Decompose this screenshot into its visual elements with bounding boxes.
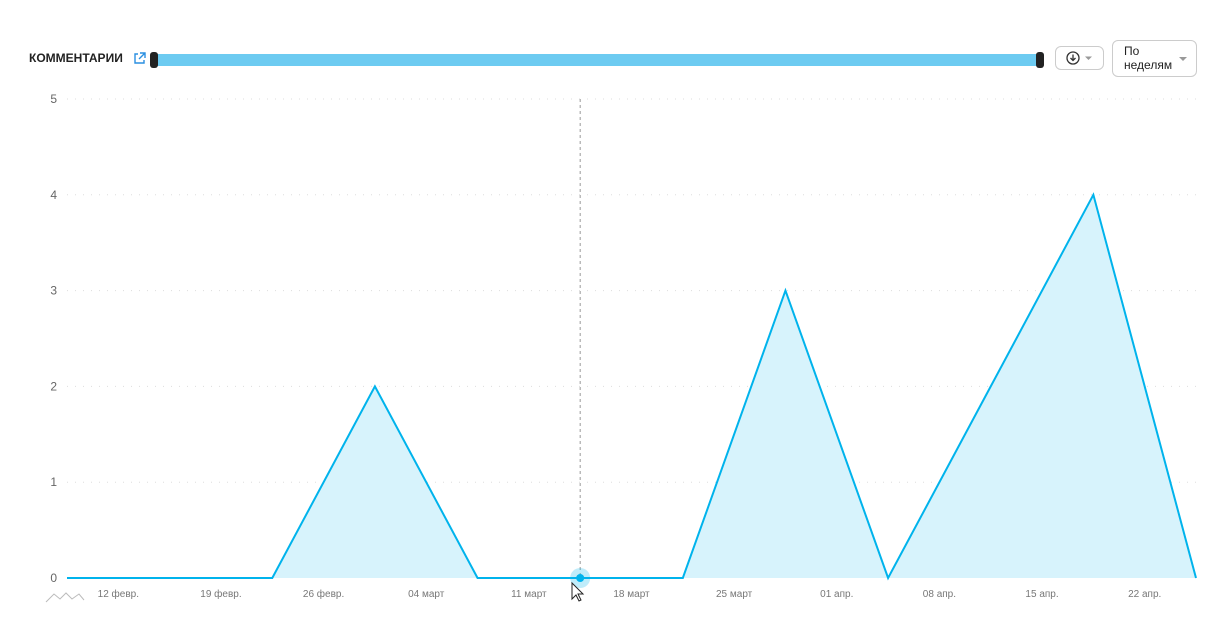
x-tick-label: 12 февр.	[98, 588, 139, 600]
x-tick-label: 18 март	[613, 589, 650, 600]
area-fill	[67, 194, 1196, 579]
y-tick-label: 5	[50, 92, 57, 106]
area-line	[67, 192, 1197, 581]
x-tick-label: 26 февр.	[303, 588, 344, 600]
external-link-icon[interactable]	[133, 52, 146, 65]
x-tick-label: 04 март	[408, 589, 445, 600]
range-slider[interactable]	[150, 52, 1044, 68]
period-dropdown[interactable]: По неделям	[1112, 40, 1197, 77]
x-tick-label: 15 апр.	[1025, 589, 1058, 600]
download-icon	[1066, 51, 1092, 65]
y-tick-label: 1	[50, 475, 57, 489]
widget-title: КОММЕНТАРИИ	[29, 51, 123, 65]
x-tick-label: 01 апр.	[820, 589, 853, 600]
y-tick-label: 2	[50, 379, 57, 393]
download-button[interactable]	[1055, 46, 1104, 70]
period-label: По неделям	[1124, 44, 1173, 72]
mini-preview	[45, 592, 85, 603]
range-handle-end[interactable]	[1036, 52, 1044, 68]
x-tick-label: 08 апр.	[923, 589, 956, 600]
x-tick-label: 19 февр.	[200, 588, 241, 600]
hover-point	[576, 574, 585, 582]
cursor	[571, 581, 585, 602]
y-tick-label: 3	[50, 284, 57, 298]
y-tick-label: 0	[50, 571, 57, 585]
range-handle-start[interactable]	[150, 52, 158, 68]
y-tick-label: 4	[50, 188, 57, 202]
x-tick-label: 22 апр.	[1128, 589, 1161, 600]
x-tick-label: 25 март	[716, 589, 753, 600]
x-tick-label: 11 март	[511, 589, 547, 600]
dropdown-arrow	[1179, 57, 1187, 61]
